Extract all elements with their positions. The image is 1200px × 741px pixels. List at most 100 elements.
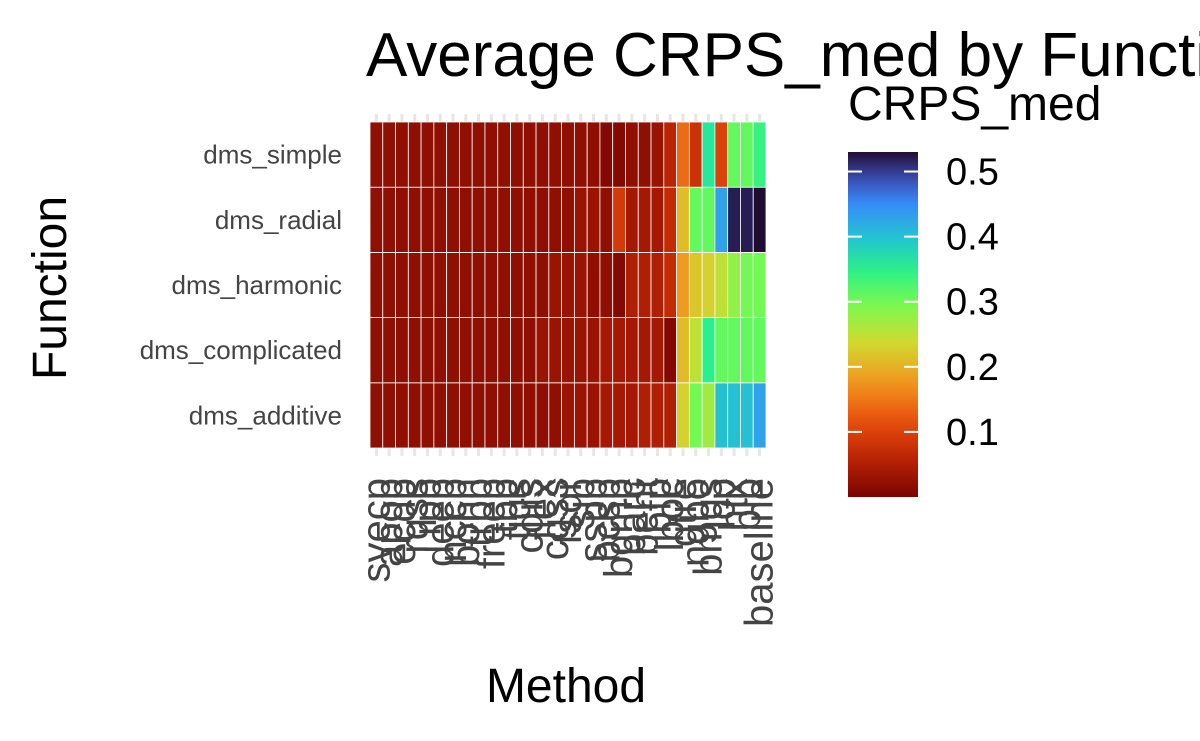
heatmap-cell	[752, 317, 767, 384]
heatmap-cell	[612, 121, 626, 188]
heatmap-cell	[369, 186, 384, 253]
heatmap-cell	[484, 317, 499, 384]
heatmap-cell	[369, 121, 384, 188]
heatmap-cell	[459, 251, 473, 318]
heatmap-cell	[522, 382, 537, 449]
heatmap-cell	[637, 382, 652, 449]
heatmap-cell	[459, 382, 473, 449]
heatmap-cell	[625, 251, 639, 318]
x-tick-label: bcsp	[584, 478, 628, 563]
chart-title: Average CRPS_med by Function	[366, 21, 1200, 90]
x-tick-label: htx	[712, 478, 756, 531]
heatmap-cell	[688, 121, 703, 188]
heatmap-cell	[586, 317, 601, 384]
heatmap-cell	[586, 186, 601, 253]
heatmap-cell	[471, 317, 486, 384]
x-tick-label: baseline	[738, 478, 782, 627]
heatmap-cell	[727, 317, 741, 384]
heatmap-cell	[535, 317, 550, 384]
heatmap-cell	[433, 317, 448, 384]
heatmap-cell	[561, 382, 575, 449]
heatmap-cell	[612, 186, 626, 253]
heatmap-cell	[599, 251, 614, 318]
heatmap-cell	[573, 382, 588, 449]
heatmap-cell	[446, 251, 460, 318]
heatmap-cell	[382, 121, 396, 188]
heatmap-cell	[701, 317, 716, 384]
heatmap-cell	[727, 186, 741, 253]
x-tick-label: lcp	[699, 478, 743, 529]
heatmap-cell	[535, 121, 550, 188]
heatmap-cell	[420, 382, 435, 449]
heatmap-cell	[752, 186, 767, 253]
heatmap-cell	[573, 317, 588, 384]
x-tick-label: cqrs	[508, 478, 552, 554]
heatmap-cell	[650, 186, 665, 253]
colorbar-label: 0.3	[946, 282, 999, 324]
x-tick-label: sspp	[572, 478, 616, 563]
heatmap-cell	[535, 186, 550, 253]
heatmap-cell	[484, 186, 499, 253]
heatmap-cell	[625, 382, 639, 449]
x-tick-label: rqss	[393, 478, 437, 554]
heatmap-cell	[612, 317, 626, 384]
heatmap-cell	[688, 317, 703, 384]
heatmap-cell	[625, 121, 639, 188]
x-tick-label: tiqs	[495, 478, 539, 540]
x-tick-label: bfp	[635, 478, 679, 534]
heatmap-cell	[548, 121, 563, 188]
heatmap-cell	[459, 317, 473, 384]
heatmap-cell	[459, 186, 473, 253]
heatmap-cell	[612, 382, 626, 449]
x-tick-label: barc	[610, 478, 654, 556]
heatmap-cell	[407, 251, 422, 318]
heatmap-cell	[701, 121, 716, 188]
heatmap-cell	[395, 382, 409, 449]
heatmap-cell	[522, 186, 537, 253]
heatmap-cell	[714, 317, 729, 384]
y-tick-label: dms_harmonic	[171, 270, 342, 300]
x-tick-label: fsqr	[546, 478, 590, 545]
heatmap-cell	[382, 317, 396, 384]
heatmap-cell	[561, 251, 575, 318]
heatmap-cell	[497, 186, 511, 253]
heatmap-cell	[433, 251, 448, 318]
heatmap-cell	[727, 251, 741, 318]
heatmap-cell	[510, 251, 524, 318]
heatmap-cell	[407, 121, 422, 188]
x-tick-label: ecdp	[380, 478, 424, 565]
heatmap-cell	[599, 186, 614, 253]
heatmap-cell	[676, 382, 690, 449]
colorbar-legend: 0.1 0.2 0.3 0.4 0.5	[848, 152, 999, 497]
heatmap-cell	[752, 251, 767, 318]
heatmap-cell	[446, 382, 460, 449]
heatmap-cell	[497, 251, 511, 318]
x-tick-label: bent	[623, 478, 667, 556]
y-tick-labels: dms_additive dms_complicated dms_harmonic d…	[140, 140, 342, 431]
heatmap-cell	[714, 121, 729, 188]
heatmap-cell	[586, 251, 601, 318]
heatmap-cell	[714, 382, 729, 449]
heatmap-cells	[369, 121, 767, 449]
heatmap-cell	[420, 121, 435, 188]
heatmap-cell	[676, 186, 690, 253]
heatmap-cell	[420, 251, 435, 318]
heatmap-cell	[395, 121, 409, 188]
heatmap-cell	[561, 186, 575, 253]
heatmap-cell	[510, 317, 524, 384]
heatmap-cell	[433, 121, 448, 188]
heatmap-cell	[446, 186, 460, 253]
heatmap-cell	[510, 382, 524, 449]
heatmap-cell	[535, 382, 550, 449]
x-tick-label: gtre	[661, 478, 705, 547]
heatmap-cell	[663, 251, 677, 318]
heatmap-cell	[484, 382, 499, 449]
heatmap-cell	[395, 186, 409, 253]
heatmap-cell	[663, 382, 677, 449]
heatmap-cell	[471, 186, 486, 253]
heatmap-cell	[688, 251, 703, 318]
heatmap-cell	[586, 121, 601, 188]
heatmap-cell	[727, 382, 741, 449]
colorbar-label: 0.4	[946, 217, 999, 259]
